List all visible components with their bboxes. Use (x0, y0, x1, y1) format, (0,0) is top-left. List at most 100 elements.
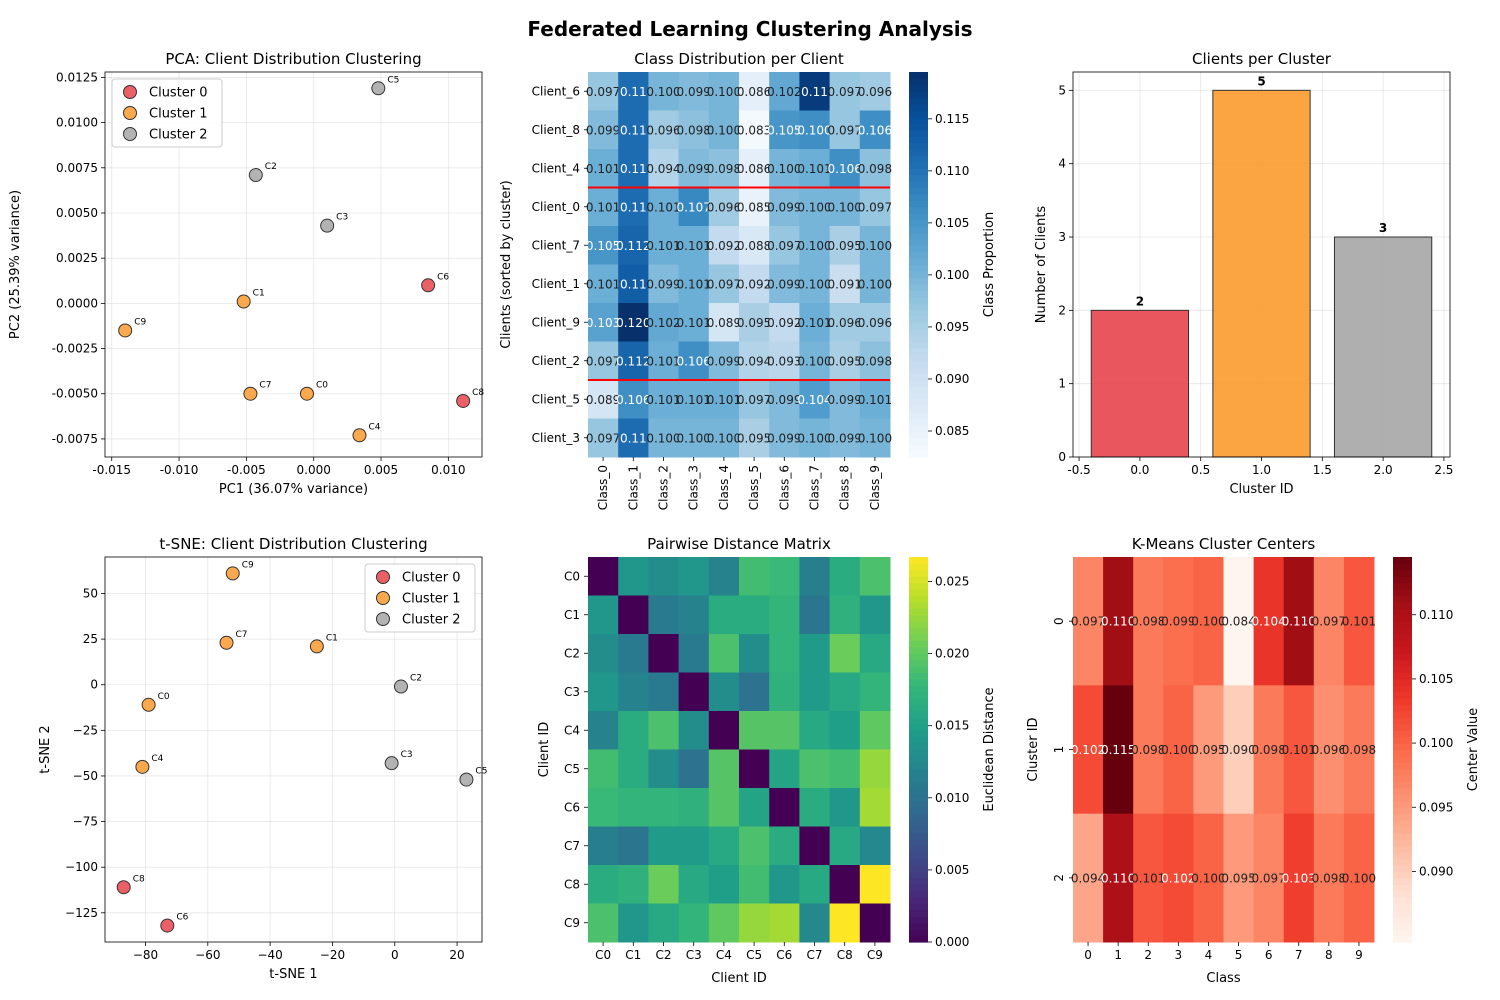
heatmap-cell (1253, 813, 1285, 943)
plot-frame (1072, 71, 1451, 458)
heatmap-cell (1163, 813, 1194, 943)
cell-annotation: 0.100 (858, 431, 892, 445)
heatmap-cell (859, 226, 891, 265)
cell-annotation: 0.101 (858, 393, 892, 407)
x-tick-label: 4 (1205, 948, 1213, 962)
heatmap-cell (678, 903, 710, 943)
colorbar-segment (1393, 601, 1412, 609)
colorbar-segment (909, 290, 928, 298)
cell-annotation: 0.110 (1282, 615, 1316, 629)
subplot-title: Clients per Cluster (1192, 50, 1332, 68)
cell-annotation: 0.101 (646, 200, 680, 214)
heatmap-cell (739, 110, 770, 150)
colorbar-tick-label: 0.020 (935, 647, 969, 661)
cell-annotation: 0.099 (586, 123, 620, 137)
cell-annotation: 0.098 (677, 123, 711, 137)
colorbar-segment (909, 181, 928, 189)
colorbar-segment (909, 877, 928, 885)
heatmap-cell (618, 303, 649, 342)
heatmap-cell (708, 341, 740, 381)
heatmap-cell (1193, 685, 1224, 815)
x-axis-label: PC1 (36.07% variance) (219, 482, 368, 497)
y-tick-label: 1 (1052, 746, 1066, 754)
colorbar-segment (909, 634, 928, 642)
heatmap-cell (799, 749, 831, 789)
colorbar-segment (909, 277, 928, 285)
heatmap-cell (859, 303, 891, 342)
x-tick-label: 2.5 (1434, 463, 1453, 477)
colorbar-segment (1393, 903, 1412, 911)
colorbar-segment (1393, 762, 1412, 770)
heatmap-cell (588, 110, 619, 150)
heatmap-cell (678, 595, 710, 635)
heatmap-cell (648, 634, 680, 673)
heatmap-cell (708, 380, 740, 419)
colorbar-segment (1393, 781, 1412, 789)
heatmap-cell (678, 226, 710, 265)
cell-annotation: 0.099 (1161, 615, 1195, 629)
colorbar: 0.085 0.090 0.095 0.100 0.105 0.110 0.115 Class… (909, 72, 997, 458)
heatmap-cell (648, 865, 680, 904)
heatmap-cell (1193, 557, 1224, 686)
y-tick-label: 2 (1058, 303, 1066, 317)
heatmap-cell (769, 865, 800, 904)
cell-annotation: 0.095 (828, 239, 862, 253)
legend-marker (123, 85, 137, 99)
y-tick-label: C9 (564, 916, 580, 930)
heatmap-cell (769, 418, 800, 458)
y-tick-label: C1 (564, 608, 580, 622)
heatmap-cell (739, 865, 770, 904)
chart-tsne: −80 −60 −40 −20 0 20 −125 −100 −75 −50 −25 0 25 50 C0 C… (38, 535, 487, 982)
heatmap-cell (1163, 685, 1194, 815)
colorbar-segment (1393, 755, 1412, 763)
heatmap-cell (769, 264, 800, 304)
colorbar-segment (909, 418, 928, 426)
heatmap-cell (829, 557, 861, 596)
colorbar-segment (909, 335, 928, 343)
heatmap-cell (1103, 813, 1134, 943)
y-tick-label: Client_8 (532, 123, 580, 137)
colorbar-segment (909, 768, 928, 776)
cell-annotation: 0.115 (1101, 743, 1135, 757)
heatmap-cell (708, 788, 740, 827)
bar (1333, 236, 1433, 458)
colorbar-tick-label: 0.105 (935, 216, 969, 230)
heatmap-cell (708, 749, 740, 789)
heatmap-cell (708, 634, 740, 673)
y-tick-label: 1 (1058, 377, 1066, 391)
colorbar-segment (909, 884, 928, 892)
colorbar-segment (909, 97, 928, 105)
cell-annotation: 0.090 (1221, 743, 1255, 757)
colorbar-segment (909, 601, 928, 609)
y-tick-label: C8 (564, 877, 580, 891)
colorbar-segment (1393, 608, 1412, 616)
subplot-title: K-Means Cluster Centers (1132, 535, 1316, 553)
colorbar-label: Euclidean Distance (982, 687, 997, 811)
point-label: C2 (265, 162, 277, 172)
bar-value-label: 2 (1136, 294, 1144, 308)
cell-annotation: 0.101 (586, 277, 620, 291)
heatmap-cell (678, 303, 710, 342)
cell-annotation: 0.100 (707, 85, 741, 99)
cell-annotation: 0.083 (737, 123, 771, 137)
heatmap-cell (618, 826, 649, 866)
colorbar-segment (909, 903, 928, 911)
heatmap-cell (618, 149, 649, 188)
x-tick-label: 7 (1295, 948, 1303, 962)
x-tick-label: C5 (746, 948, 762, 962)
heatmap-cell (618, 711, 649, 750)
heatmap-cell (708, 303, 740, 342)
y-axis-label: t-SNE 2 (38, 725, 53, 773)
cell-annotation: 0.11 (620, 277, 647, 291)
heatmap-cell (648, 226, 680, 265)
heatmap-cell (859, 72, 891, 111)
y-tick-label: −100 (65, 860, 98, 874)
x-tick-label: C6 (776, 948, 792, 962)
heatmap-cell (648, 341, 680, 381)
cell-annotation: 0.106 (858, 123, 892, 137)
heatmap-cell (859, 418, 891, 458)
cell-annotation: 0.110 (1101, 871, 1135, 885)
y-axis-label: Cluster ID (1026, 717, 1041, 781)
heatmap-cell (708, 711, 740, 750)
colorbar-segment (1393, 666, 1412, 674)
